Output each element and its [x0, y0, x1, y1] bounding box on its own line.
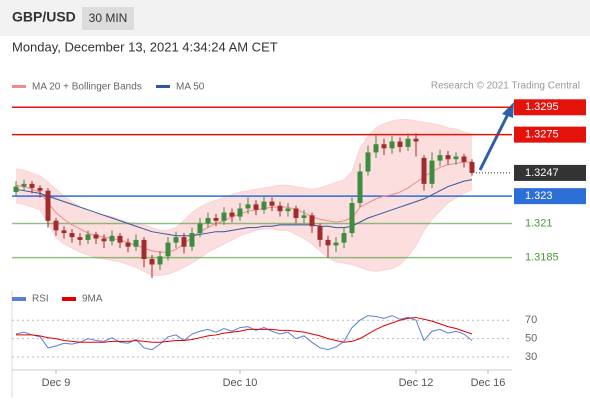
candle-body [245, 204, 251, 209]
symbol: GBP/USD [12, 9, 76, 25]
candle-body [301, 215, 307, 219]
candle-body [357, 171, 363, 203]
candle-body [277, 205, 283, 212]
band-fill [16, 119, 472, 276]
legend-swatch [12, 297, 26, 301]
candle-body [389, 141, 395, 149]
candle-body [461, 156, 467, 162]
candle-body [205, 218, 211, 224]
candle-body [397, 141, 403, 147]
level-label: 1.321 [525, 217, 553, 229]
arrow-head [502, 102, 514, 118]
candle-body [157, 256, 163, 265]
candle-body [109, 235, 115, 242]
level-label: 1.3247 [525, 167, 559, 179]
candle-body [269, 201, 275, 206]
legend-swatch [12, 85, 26, 88]
legend-swatch [156, 85, 170, 88]
candle-body [285, 208, 291, 212]
candle-body [93, 234, 99, 239]
candle-body [237, 208, 243, 217]
candle-body [453, 156, 459, 160]
candle-body [229, 212, 235, 217]
candle-body [29, 183, 35, 188]
timeframe-box[interactable] [82, 7, 134, 30]
timestamp: Monday, December 13, 2021 4:34:24 AM CET [12, 39, 278, 54]
candle-body [221, 212, 227, 221]
rsi-line [16, 316, 473, 343]
candle-body [61, 230, 67, 234]
band-edge [15, 119, 473, 231]
candle-body [125, 242, 131, 247]
candle-body [165, 242, 171, 257]
candle-body [21, 183, 27, 187]
candle-body [325, 239, 331, 246]
candle-body [197, 223, 203, 234]
candle-body [117, 235, 123, 243]
candle-body [53, 220, 59, 231]
candle-body [333, 242, 339, 246]
y-tick-label: 50 [525, 333, 537, 345]
ma-line [15, 161, 472, 253]
candle-body [69, 233, 75, 238]
candle-body [469, 161, 475, 173]
candle-body [261, 201, 267, 210]
candle-body [381, 144, 387, 149]
forecast-arrow [478, 113, 510, 171]
rsi-line [15, 315, 473, 351]
candle-body [293, 208, 299, 219]
candle-body [373, 144, 379, 153]
candle-body [45, 190, 51, 221]
level-label: 1.3295 [525, 101, 559, 113]
x-tick-label: Dec 10 [223, 377, 258, 389]
candle-body [181, 237, 187, 247]
candle-body [437, 155, 443, 161]
candle-body [77, 237, 83, 240]
y-tick-label: 70 [525, 314, 537, 326]
legend-label: RSI [32, 294, 49, 305]
candle-body [413, 138, 419, 142]
legend-label: 9MA [82, 294, 103, 305]
legend-label: MA 20 + Bollinger Bands [32, 82, 142, 93]
level-label: 1.323 [525, 190, 553, 202]
candle-body [309, 215, 315, 227]
candle-body [213, 218, 219, 221]
level-box [514, 126, 586, 143]
candle-body [85, 234, 91, 240]
credit: Research © 2021 Trading Central [431, 81, 580, 92]
candle-body [189, 233, 195, 247]
candle-body [429, 160, 435, 184]
candle-body [149, 259, 155, 265]
candle-body [101, 238, 107, 242]
legend-swatch [62, 297, 76, 301]
candle-body [13, 186, 19, 193]
level-box [514, 188, 586, 205]
level-box [514, 164, 586, 181]
candle-body [445, 155, 451, 160]
candle-body [421, 157, 427, 184]
candle-body [133, 239, 139, 247]
candle-body [341, 233, 347, 243]
candle-body [349, 202, 355, 234]
level-label: 1.3185 [525, 252, 559, 264]
timeframe[interactable]: 30 MIN [89, 11, 128, 25]
x-tick-label: Dec 16 [471, 377, 506, 389]
candle-body [253, 204, 259, 210]
candle-body [317, 226, 323, 240]
band-edge [15, 188, 473, 276]
candle-body [37, 187, 43, 191]
candle-body [365, 152, 371, 172]
candle-body [405, 138, 411, 147]
candle-body [141, 239, 147, 260]
level-box [514, 99, 586, 116]
candle-body [173, 237, 179, 243]
legend-label: MA 50 [176, 82, 205, 93]
y-tick-label: 30 [525, 351, 537, 363]
ma-line [15, 179, 473, 237]
x-tick-label: Dec 9 [42, 377, 71, 389]
x-tick-label: Dec 12 [399, 377, 434, 389]
level-label: 1.3275 [525, 129, 559, 141]
